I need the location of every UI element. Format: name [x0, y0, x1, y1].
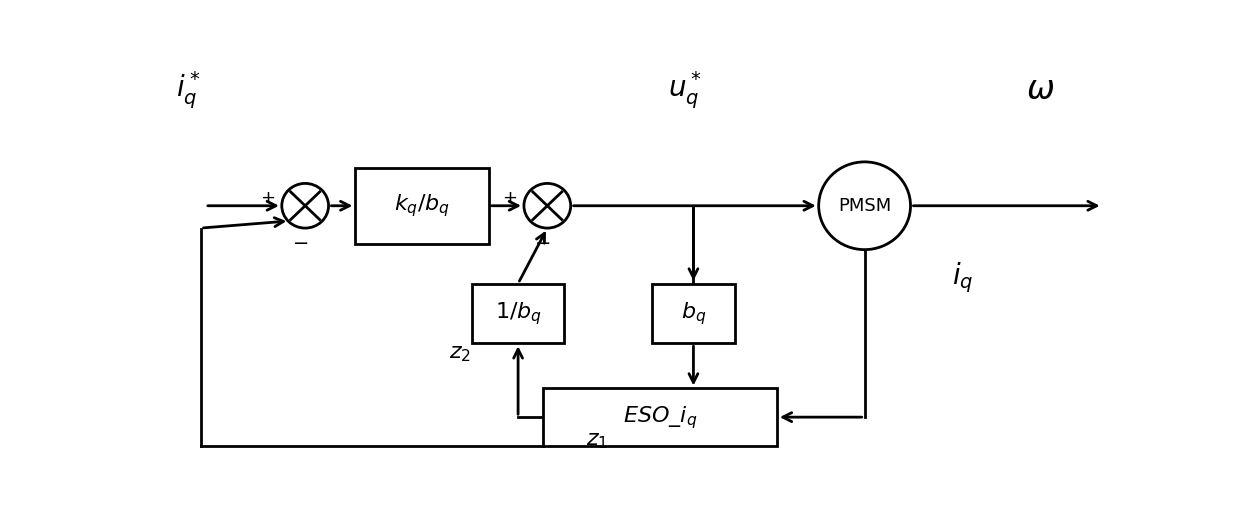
Text: $i_q$: $i_q$ [953, 260, 974, 295]
Text: $k_q/b_q$: $k_q/b_q$ [394, 192, 450, 219]
Text: −: − [535, 235, 551, 253]
Text: $\omega$: $\omega$ [1026, 74, 1054, 106]
Text: −: − [292, 235, 310, 253]
Text: +: + [502, 189, 517, 207]
Text: $u_q^*$: $u_q^*$ [668, 69, 703, 111]
Text: PMSM: PMSM [838, 197, 891, 215]
Text: +: + [260, 189, 275, 207]
Text: $i_q^*$: $i_q^*$ [176, 69, 201, 111]
Bar [652, 283, 735, 343]
Bar [472, 283, 564, 343]
Bar [356, 168, 489, 243]
Text: $1/b_q$: $1/b_q$ [494, 300, 541, 327]
Bar [543, 388, 777, 446]
Text: $ESO\_i_q$: $ESO\_i_q$ [623, 404, 698, 430]
Text: $z_2$: $z_2$ [449, 342, 471, 364]
Text: $z_1$: $z_1$ [586, 429, 608, 452]
Text: $b_q$: $b_q$ [680, 300, 706, 327]
